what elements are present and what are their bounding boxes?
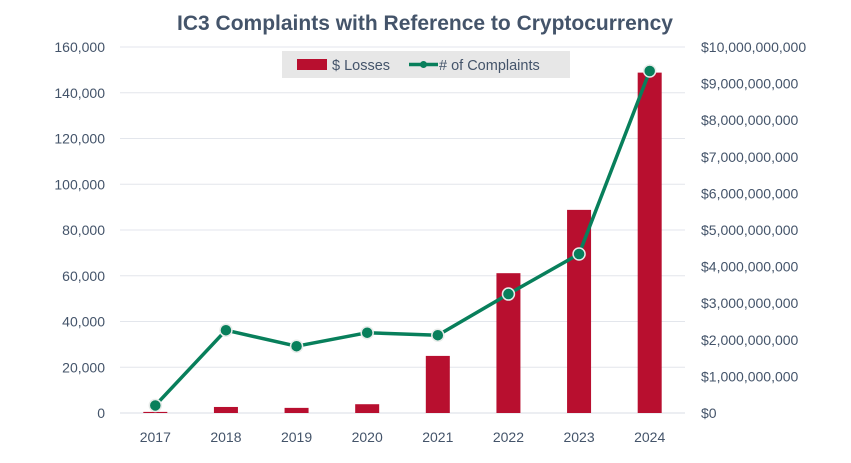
losses-bar bbox=[567, 209, 592, 413]
left-tick-label: 80,000 bbox=[62, 222, 105, 238]
x-tick-label: 2022 bbox=[493, 429, 524, 445]
right-axis: $0 $1,000,000,000 $2,000,000,000 $3,000,000… bbox=[701, 39, 806, 421]
x-tick-label: 2021 bbox=[422, 429, 453, 445]
legend-label-losses: $ Losses bbox=[332, 58, 390, 74]
x-tick-label: 2018 bbox=[210, 429, 241, 445]
legend-swatch-losses bbox=[297, 59, 327, 70]
complaints-point bbox=[501, 287, 516, 301]
legend-swatch-complaints-marker bbox=[420, 61, 427, 68]
x-tick-label: 2024 bbox=[634, 429, 665, 445]
left-tick-label: 40,000 bbox=[62, 314, 105, 330]
x-tick-label: 2017 bbox=[140, 429, 171, 445]
complaints-point bbox=[289, 339, 304, 353]
right-tick-label: $5,000,000,000 bbox=[701, 222, 799, 238]
right-tick-label: $10,000,000,000 bbox=[701, 39, 806, 55]
left-axis: 0 20,000 40,000 60,000 80,000 100,000 120,000 1… bbox=[54, 39, 105, 421]
losses-bar bbox=[425, 355, 450, 413]
losses-bar bbox=[637, 72, 662, 414]
right-tick-label: $9,000,000,000 bbox=[701, 76, 799, 92]
right-tick-label: $8,000,000,000 bbox=[701, 112, 799, 128]
complaints-point bbox=[360, 325, 374, 340]
right-tick-label: $7,000,000,000 bbox=[701, 149, 799, 165]
x-tick-label: 2023 bbox=[563, 429, 594, 445]
left-tick-label: 120,000 bbox=[54, 131, 105, 147]
left-tick-label: 160,000 bbox=[54, 39, 105, 55]
left-tick-label: 60,000 bbox=[62, 268, 105, 284]
left-tick-label: 20,000 bbox=[62, 359, 105, 375]
chart-title: IC3 Complaints with Reference to Cryptoc… bbox=[177, 12, 673, 35]
right-tick-label: $3,000,000,000 bbox=[701, 295, 799, 311]
complaints-point bbox=[219, 323, 233, 337]
right-tick-label: $2,000,000,000 bbox=[701, 332, 799, 348]
left-tick-label: 0 bbox=[97, 405, 105, 421]
losses-bars bbox=[143, 72, 662, 414]
complaints-point bbox=[572, 247, 586, 261]
complaints-point bbox=[431, 328, 445, 342]
x-axis: 2017 2018 2019 2020 2021 2022 2023 2024 bbox=[140, 429, 666, 445]
right-tick-label: $0 bbox=[701, 405, 717, 421]
left-tick-label: 100,000 bbox=[54, 176, 105, 192]
losses-bar bbox=[284, 407, 309, 413]
complaints-polyline bbox=[154, 70, 652, 407]
legend-label-complaints: # of Complaints bbox=[439, 58, 540, 74]
complaints-line bbox=[148, 64, 657, 413]
x-tick-label: 2020 bbox=[352, 429, 383, 445]
right-tick-label: $4,000,000,000 bbox=[701, 259, 799, 275]
left-tick-label: 140,000 bbox=[54, 85, 105, 101]
losses-bar bbox=[143, 411, 168, 413]
complaints-point bbox=[642, 64, 657, 78]
legend: $ Losses # of Complaints bbox=[282, 51, 570, 78]
losses-bar bbox=[213, 406, 238, 413]
gridlines bbox=[120, 46, 685, 368]
right-tick-label: $6,000,000,000 bbox=[701, 185, 799, 201]
losses-bar bbox=[355, 404, 380, 413]
right-tick-label: $1,000,000,000 bbox=[701, 368, 799, 384]
complaints-point bbox=[148, 398, 163, 413]
x-tick-label: 2019 bbox=[281, 429, 312, 445]
